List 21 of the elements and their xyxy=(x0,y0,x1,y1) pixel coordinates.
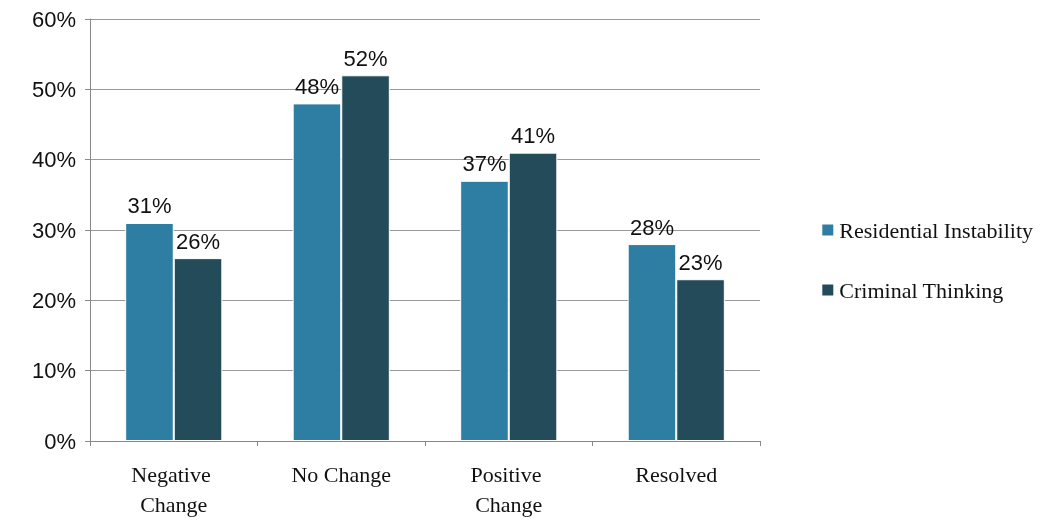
x-tick-label: No Change xyxy=(291,461,392,487)
data-label: 37% xyxy=(462,151,507,177)
y-tick-label: 60% xyxy=(31,6,76,32)
y-tick-label: 10% xyxy=(31,358,76,384)
data-label: 28% xyxy=(629,214,674,240)
x-tick-label: Resolved xyxy=(635,461,718,487)
y-tick-label: 30% xyxy=(31,217,76,243)
x-tick-label: Negative Change xyxy=(131,461,217,517)
legend-label: Residential Instability xyxy=(839,217,1034,243)
data-label: 48% xyxy=(294,73,339,99)
x-tick-label: Positive Change xyxy=(470,461,547,517)
y-tick-label: 0% xyxy=(44,428,76,454)
data-label: 52% xyxy=(343,45,388,71)
data-label: 26% xyxy=(176,228,221,254)
data-label: 41% xyxy=(511,123,556,149)
legend-label: Criminal Thinking xyxy=(839,277,1004,303)
y-tick-label: 40% xyxy=(31,147,76,173)
y-tick-label: 20% xyxy=(31,287,76,313)
data-label: 23% xyxy=(678,249,723,275)
y-tick-label: 50% xyxy=(31,76,76,102)
data-label: 31% xyxy=(127,193,172,219)
